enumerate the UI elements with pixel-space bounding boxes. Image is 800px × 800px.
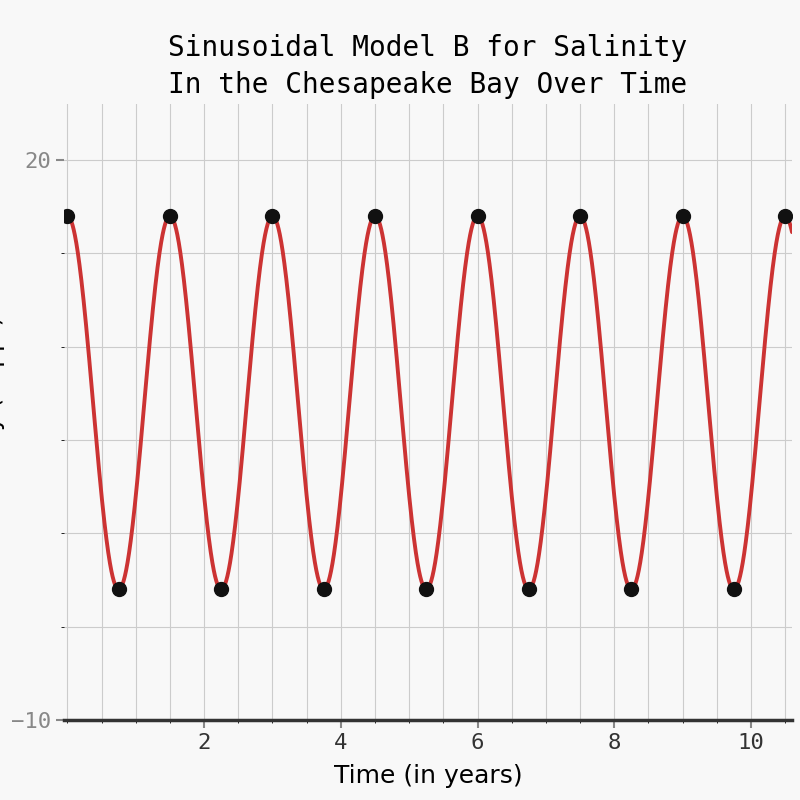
Y-axis label: Salinity (in ppt): Salinity (in ppt) <box>0 316 5 508</box>
Title: Sinusoidal Model B for Salinity
In the Chesapeake Bay Over Time: Sinusoidal Model B for Salinity In the C… <box>168 34 688 99</box>
X-axis label: Time (in years): Time (in years) <box>334 764 522 788</box>
